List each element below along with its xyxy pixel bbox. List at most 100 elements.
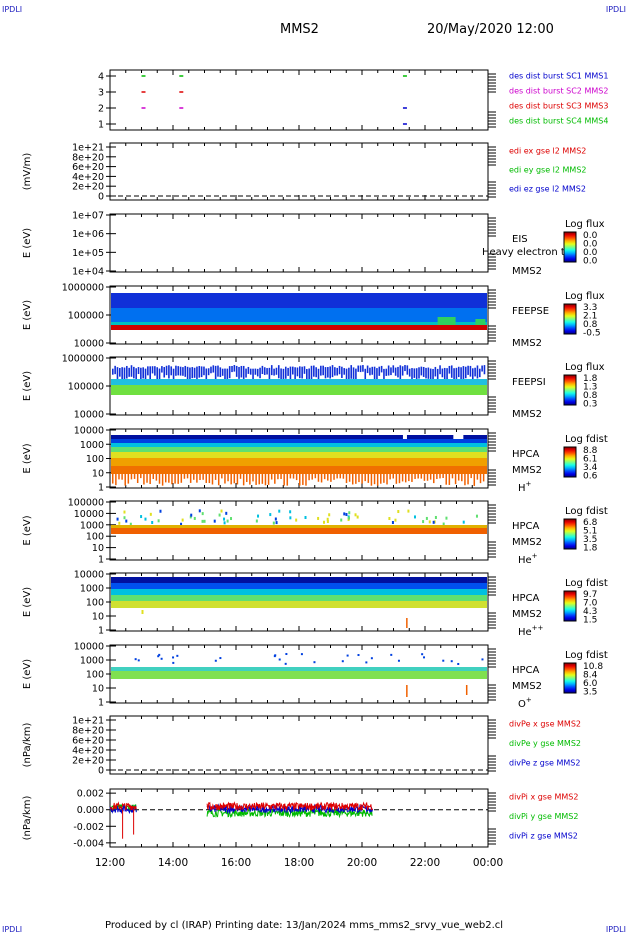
flux-cell <box>406 618 408 628</box>
flux-cell <box>172 656 175 659</box>
flux-cell <box>341 366 343 378</box>
colorbar <box>563 231 577 263</box>
y-tick-label: 1 <box>98 698 104 709</box>
flux-cell <box>115 474 117 486</box>
flux-cell <box>467 474 469 485</box>
instrument-label: HPCA <box>512 593 540 604</box>
flux-cell <box>273 368 275 376</box>
flux-cell <box>193 474 195 480</box>
colorbar-tick-label: 3.4 <box>583 463 598 473</box>
flux-cell <box>292 474 295 479</box>
flux-cell <box>181 518 184 522</box>
flux-cell <box>434 366 437 377</box>
flux-cell <box>144 368 147 382</box>
feepsi-spectrogram <box>111 365 487 395</box>
flux-cell <box>301 366 303 379</box>
y-tick-label: 1e+21 <box>72 143 104 154</box>
flux-cell <box>158 474 161 484</box>
time-tick-label: 14:00 <box>158 857 188 869</box>
flux-cell <box>304 515 307 519</box>
legend-entry: des dist burst SC1 MMS1 <box>509 71 608 80</box>
flux-cell <box>170 366 173 376</box>
flux-cell <box>224 368 226 382</box>
flux-cell <box>291 366 294 375</box>
flux-cell <box>406 685 408 697</box>
panel-frame-10 <box>109 788 489 848</box>
flux-cell <box>203 519 206 523</box>
flux-cell <box>308 474 310 481</box>
flux-cell <box>373 366 376 381</box>
colorbar-title: Log flux <box>565 291 605 302</box>
flux-cell <box>230 517 233 521</box>
flux-cell <box>457 366 460 378</box>
flux-cell <box>219 367 222 378</box>
flux-cell <box>258 474 260 485</box>
colorbar-tick-label: 0.0 <box>583 257 598 267</box>
flux-cell <box>306 368 308 383</box>
instrument-label: FEEPSE <box>512 306 549 317</box>
divpi-series-line <box>109 801 137 811</box>
flux-cell <box>475 514 478 518</box>
legend-entry: des dist burst SC4 MMS4 <box>509 116 608 125</box>
flux-cell <box>158 368 161 381</box>
y-tick-label: 8e+20 <box>72 726 104 737</box>
flux-cell <box>161 366 163 373</box>
y-tick-label: 1 <box>98 555 104 566</box>
legend-entry: des dist burst SC2 MMS2 <box>509 86 608 95</box>
flux-cell <box>287 367 289 376</box>
flux-band <box>111 443 487 447</box>
datetime-title: 20/May/2020 12:00 <box>427 22 554 37</box>
flux-cell <box>470 474 472 479</box>
legend-entry: edi ex gse l2 MMS2 <box>509 146 586 155</box>
flux-cell <box>252 474 254 482</box>
flux-cell <box>289 510 292 514</box>
flux-cell <box>422 520 425 524</box>
flux-band <box>111 589 487 595</box>
flux-cell <box>142 367 144 379</box>
hpca-h-spectrogram <box>111 433 487 486</box>
flux-cell <box>189 367 191 381</box>
flux-cell <box>390 367 392 376</box>
flux-cell <box>155 474 158 481</box>
flux-cell <box>348 474 351 482</box>
colorbar-tick-label: 6.1 <box>583 455 597 465</box>
flux-cell <box>476 474 479 480</box>
colorbar <box>563 590 577 622</box>
instrument-label: FEEPSI <box>512 377 546 388</box>
flux-band <box>111 435 487 439</box>
flux-cell <box>333 474 335 480</box>
flux-cell <box>191 367 194 379</box>
flux-cell <box>390 653 393 656</box>
flux-cell <box>442 659 445 662</box>
flux-cell <box>225 511 228 515</box>
y-tick-label: 4e+20 <box>72 172 104 183</box>
y-tick-label: 10000 <box>74 410 104 421</box>
flux-cell <box>436 368 439 383</box>
y-tick-label: 100 <box>86 598 104 609</box>
flux-enhancement <box>437 317 456 325</box>
flux-cell <box>426 474 429 481</box>
flux-cell <box>201 519 204 523</box>
flux-cell <box>198 366 201 378</box>
y-tick-label: 6e+20 <box>72 736 104 747</box>
y-tick-label: 0 <box>98 766 104 777</box>
flux-cell <box>163 367 166 378</box>
y-axis-title: E (eV) <box>22 587 33 617</box>
flux-cell <box>116 367 119 379</box>
flux-cell <box>282 368 285 383</box>
flux-cell <box>407 509 410 513</box>
flux-cell <box>255 474 257 485</box>
colorbar-title: Log fdist <box>565 650 608 661</box>
flux-cell <box>434 515 437 519</box>
y-axis-title: (mV/m) <box>22 153 33 191</box>
flux-cell <box>460 367 462 381</box>
colorbar-title: Log fdist <box>565 578 608 589</box>
colorbar-tick-label: 6.8 <box>583 518 598 528</box>
flux-cell <box>322 365 324 376</box>
flux-cell <box>295 518 298 522</box>
flux-cell <box>348 511 351 515</box>
flux-cell <box>462 366 465 380</box>
flux-band-mid <box>111 308 487 324</box>
flux-cell <box>342 474 345 479</box>
flux-cell <box>184 365 187 377</box>
